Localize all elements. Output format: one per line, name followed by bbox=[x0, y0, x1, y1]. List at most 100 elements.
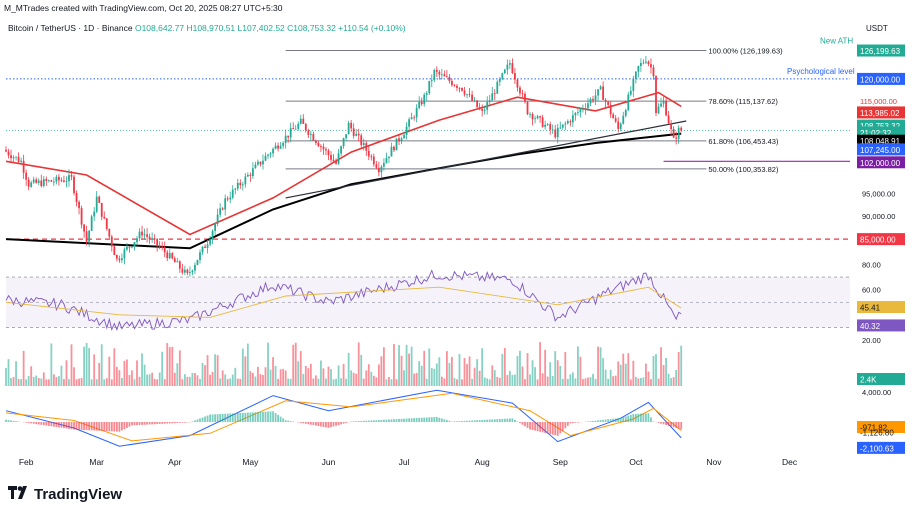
candle-body bbox=[108, 228, 111, 237]
candle-body bbox=[68, 175, 70, 182]
candle-body bbox=[123, 249, 126, 259]
macd-histogram-bar bbox=[252, 412, 254, 422]
volume-bar bbox=[377, 364, 380, 386]
volume-bar bbox=[448, 362, 451, 386]
macd-histogram-bar bbox=[206, 415, 209, 422]
candle-body bbox=[249, 174, 252, 176]
candle-body bbox=[231, 189, 234, 198]
candle-body bbox=[415, 107, 418, 118]
candle-body bbox=[660, 103, 662, 107]
candle-body bbox=[325, 149, 327, 151]
candle-body bbox=[25, 172, 28, 180]
volume-bar bbox=[274, 366, 277, 386]
volume-bar bbox=[133, 379, 136, 386]
volume-bar bbox=[52, 374, 55, 386]
macd-histogram-bar bbox=[138, 422, 141, 425]
volume-bar bbox=[639, 377, 642, 386]
volume-bar bbox=[503, 347, 506, 386]
candle-body bbox=[362, 143, 365, 146]
macd-histogram-bar bbox=[267, 411, 269, 422]
volume-bar bbox=[120, 378, 123, 386]
candle-body bbox=[282, 142, 285, 147]
candle-body bbox=[274, 145, 277, 149]
macd-histogram-bar bbox=[546, 422, 549, 434]
candle-body bbox=[166, 252, 169, 259]
macd-histogram-bar bbox=[355, 421, 358, 422]
volume-bar bbox=[320, 360, 322, 386]
volume-bar bbox=[599, 347, 602, 386]
macd-histogram-bar bbox=[380, 419, 383, 422]
volume-bar bbox=[115, 366, 118, 386]
macd-histogram-bar bbox=[677, 422, 680, 429]
macd-histogram-bar bbox=[131, 422, 133, 426]
macd-histogram-bar bbox=[214, 414, 217, 422]
candle-body bbox=[32, 179, 35, 183]
candle-body bbox=[259, 161, 262, 165]
volume-bar bbox=[317, 378, 320, 386]
candle-body bbox=[330, 155, 332, 160]
volume-bar bbox=[614, 375, 617, 386]
candle-body bbox=[37, 180, 40, 183]
macd-histogram-bar bbox=[360, 420, 363, 422]
candle-body bbox=[418, 101, 421, 108]
macd-value-label-bg bbox=[857, 441, 905, 454]
macd-histogram-bar bbox=[337, 422, 340, 426]
macd-histogram-bar bbox=[662, 422, 665, 425]
candle-body bbox=[604, 99, 607, 102]
candle-body bbox=[78, 201, 80, 209]
volume-bar bbox=[461, 379, 463, 386]
candle-body bbox=[574, 112, 577, 116]
macd-histogram-bar bbox=[430, 417, 433, 422]
candle-body bbox=[209, 239, 211, 245]
volume-bar bbox=[516, 356, 519, 386]
candle-body bbox=[549, 124, 552, 130]
volume-bar bbox=[350, 370, 353, 386]
macd-histogram-bar bbox=[7, 420, 10, 422]
trendline bbox=[285, 120, 687, 199]
candle-body bbox=[607, 101, 610, 105]
candle-body bbox=[662, 100, 665, 104]
volume-bar bbox=[189, 376, 191, 386]
macd-histogram-bar bbox=[609, 419, 612, 422]
volume-bar bbox=[675, 369, 678, 386]
macd-histogram-bar bbox=[226, 413, 229, 422]
candle-body bbox=[264, 155, 267, 161]
macd-histogram-bar bbox=[246, 412, 249, 422]
macd-histogram-bar bbox=[37, 422, 40, 425]
candle-body bbox=[652, 67, 655, 77]
candle-body bbox=[433, 69, 436, 80]
macd-histogram-bar bbox=[448, 420, 451, 422]
volume-bar bbox=[25, 379, 28, 386]
candle-body bbox=[554, 129, 557, 138]
candle-body bbox=[83, 224, 86, 232]
volume-bar bbox=[408, 353, 411, 386]
macd-value-label: -2,100.63 bbox=[860, 444, 894, 453]
macd-histogram-bar bbox=[433, 417, 436, 422]
volume-bar bbox=[277, 378, 279, 386]
candle-body bbox=[627, 94, 630, 110]
volume-bar bbox=[425, 378, 428, 386]
candle-body bbox=[186, 269, 189, 274]
volume-bar bbox=[405, 344, 408, 386]
price-label-120k: 120,000.00 bbox=[860, 75, 901, 84]
macd-signal-label-bg bbox=[857, 421, 905, 433]
price-y-tick: 90,000.00 bbox=[862, 212, 895, 221]
volume-bar bbox=[292, 344, 295, 386]
volume-bar bbox=[221, 370, 224, 386]
macd-histogram-bar bbox=[577, 422, 579, 423]
macd-histogram-bar bbox=[282, 418, 285, 422]
volume-bar bbox=[554, 351, 557, 386]
macd-histogram-bar bbox=[40, 422, 43, 425]
volume-bar bbox=[589, 377, 592, 386]
volume-bar bbox=[70, 344, 73, 386]
candle-body bbox=[390, 146, 393, 157]
volume-bar bbox=[231, 374, 234, 386]
volume-bar bbox=[289, 378, 292, 386]
candle-body bbox=[211, 230, 214, 240]
candle-body bbox=[131, 246, 133, 248]
x-tick-label: Jul bbox=[399, 457, 410, 467]
macd-histogram-bar bbox=[352, 421, 355, 422]
macd-histogram-bar bbox=[425, 417, 428, 422]
rsi-value-label: 40.32 bbox=[860, 322, 881, 331]
